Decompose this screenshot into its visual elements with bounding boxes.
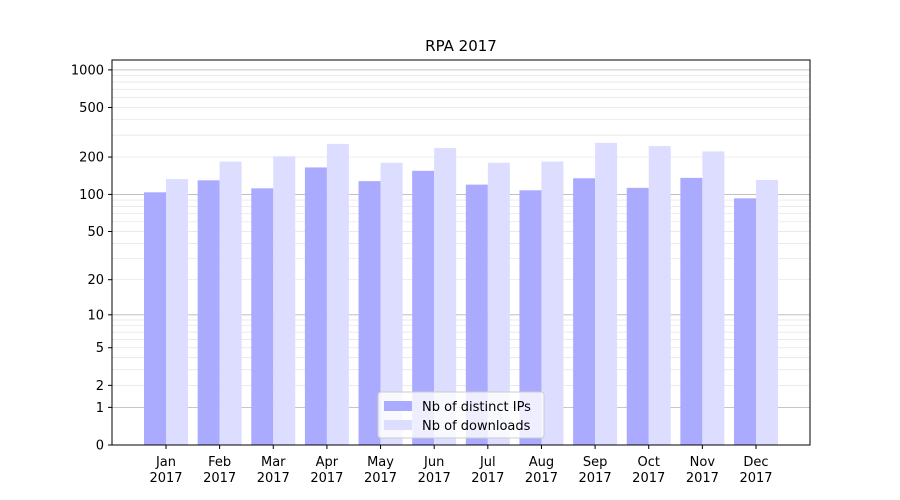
x-tick-label: Feb 2017 [203, 455, 236, 486]
bar-downloads [326, 143, 349, 445]
bar-downloads [541, 161, 564, 446]
bar-distinct-ips [680, 177, 703, 445]
bar-downloads [487, 162, 510, 446]
bar-downloads [380, 162, 403, 446]
y-tick-label: 10 [87, 308, 104, 323]
y-tick-label: 100 [79, 188, 104, 203]
bar-distinct-ips [626, 187, 649, 445]
bar-distinct-ips [304, 167, 327, 445]
x-tick-label: May 2017 [364, 455, 397, 486]
x-tick-label: Jun 2017 [418, 455, 451, 486]
y-tick-label: 1000 [71, 63, 104, 78]
bar-downloads [434, 148, 457, 445]
y-tick-label: 2 [96, 379, 104, 394]
bar-distinct-ips [358, 181, 381, 445]
x-tick-label: Jan 2017 [149, 455, 182, 486]
legend-swatch [384, 401, 412, 411]
y-tick-label: 5 [96, 341, 104, 356]
bar-distinct-ips [519, 190, 542, 445]
x-tick-label: Dec 2017 [739, 455, 772, 486]
x-tick-label: Sep 2017 [579, 455, 612, 486]
y-tick-label: 20 [87, 273, 104, 288]
bar-distinct-ips [465, 184, 488, 445]
bar-layer [144, 142, 778, 446]
legend-box [377, 391, 545, 439]
bar-downloads [702, 151, 725, 445]
bar-downloads [595, 142, 618, 445]
bar-distinct-ips [251, 188, 274, 445]
bar-distinct-ips [197, 180, 220, 445]
y-tick-label: 0 [96, 439, 104, 454]
y-axis: 0 1 2 5 10 20 50 100 200 500 1000 [71, 63, 112, 454]
bar-distinct-ips [144, 192, 166, 445]
bar-downloads [756, 179, 778, 445]
y-tick-label: 200 [79, 151, 104, 166]
chart-title: RPA 2017 [425, 37, 497, 55]
legend-label: Nb of downloads [422, 419, 531, 434]
bar-downloads [166, 179, 188, 445]
x-tick-label: Oct 2017 [632, 455, 665, 486]
bar-distinct-ips [573, 178, 596, 445]
bar-downloads [273, 156, 296, 445]
x-tick-label: Jul 2017 [471, 455, 504, 486]
x-tick-label: Apr 2017 [310, 455, 343, 486]
x-tick-label: Aug 2017 [525, 455, 558, 486]
y-tick-label: 500 [79, 101, 104, 116]
y-tick-label: 50 [87, 225, 104, 240]
legend-label: Nb of distinct IPs [422, 400, 531, 415]
y-tick-label: 1 [96, 401, 104, 416]
bar-downloads [648, 146, 671, 446]
legend-swatch [384, 420, 412, 430]
legend: Nb of distinct IPs Nb of downloads [377, 391, 545, 439]
x-tick-label: Nov 2017 [686, 455, 719, 486]
bar-downloads [219, 161, 242, 446]
x-axis: Jan 2017 Feb 2017 Mar 2017 Apr 2017 May 2017 Jun 20… [149, 445, 773, 486]
bar-distinct-ips [734, 198, 756, 445]
plot-frame [111, 59, 811, 446]
bar-distinct-ips [412, 170, 435, 446]
x-tick-label: Mar 2017 [257, 455, 290, 486]
